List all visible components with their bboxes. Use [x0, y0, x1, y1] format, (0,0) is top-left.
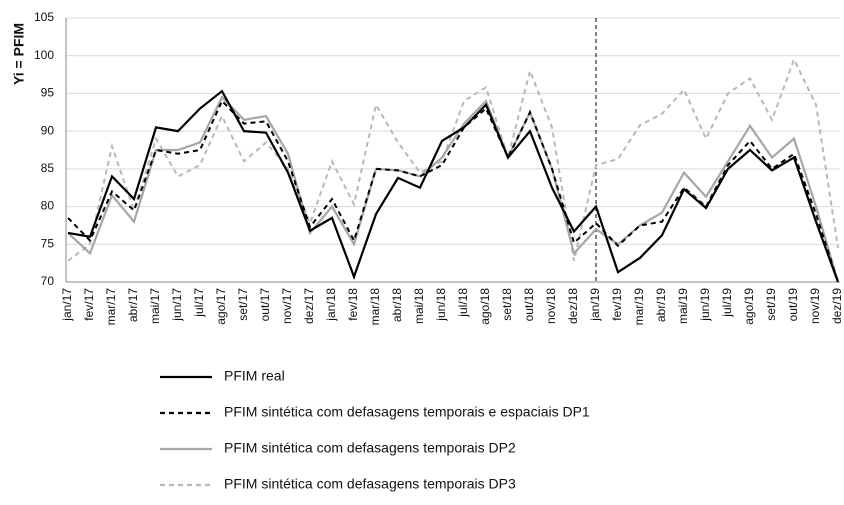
x-tick-label: out/17: [258, 288, 272, 322]
x-tick-label: fev/19: [610, 288, 624, 321]
x-tick-label: mar/18: [368, 288, 382, 326]
x-tick-label: nov/18: [544, 288, 558, 324]
legend-label: PFIM sintética com defasagens temporais …: [224, 476, 516, 492]
x-tick-label: jul/19: [720, 288, 734, 318]
x-tick-label: mar/17: [104, 288, 118, 326]
x-tick-label: fev/17: [82, 288, 96, 321]
x-tick-label: jan/18: [324, 288, 338, 322]
x-tick-label: jan/19: [588, 288, 602, 322]
x-tick-label: abr/18: [390, 288, 404, 322]
x-tick-label: jun/17: [170, 288, 184, 322]
x-tick-label: jul/18: [456, 288, 470, 318]
y-tick-label: 80: [41, 199, 55, 213]
x-tick-label: jun/18: [434, 288, 448, 322]
y-tick-label: 100: [34, 48, 54, 62]
y-axis-label: Yi = PFIM: [11, 23, 27, 85]
x-tick-label: dez/17: [302, 288, 316, 324]
x-tick-label: abr/17: [126, 288, 140, 322]
legend-label: PFIM sintética com defasagens temporais …: [224, 440, 516, 456]
x-tick-label: mai/19: [676, 288, 690, 324]
x-tick-label: jul/17: [192, 288, 206, 318]
x-tick-label: abr/19: [654, 288, 668, 322]
x-tick-label: out/18: [522, 288, 536, 322]
x-tick-label: ago/18: [478, 288, 492, 325]
x-tick-label: jan/17: [60, 288, 74, 322]
y-tick-label: 70: [41, 274, 55, 288]
x-tick-label: mai/17: [148, 288, 162, 324]
y-tick-label: 95: [41, 86, 55, 100]
x-tick-label: ago/17: [214, 288, 228, 325]
x-tick-label: nov/19: [808, 288, 822, 324]
x-tick-label: mai/18: [412, 288, 426, 324]
x-tick-label: set/17: [236, 288, 250, 321]
x-tick-label: out/19: [786, 288, 800, 322]
y-tick-label: 75: [41, 236, 55, 250]
x-tick-label: set/18: [500, 288, 514, 321]
series-line: [67, 89, 840, 283]
y-tick-label: 85: [41, 161, 55, 175]
x-tick-label: mar/19: [632, 288, 646, 326]
x-tick-label: dez/19: [830, 288, 844, 324]
x-tick-label: ago/19: [742, 288, 756, 325]
x-tick-label: nov/17: [280, 288, 294, 324]
series-line: [67, 95, 840, 283]
x-tick-label: set/19: [764, 288, 778, 321]
x-tick-label: fev/18: [346, 288, 360, 321]
y-tick-label: 90: [41, 123, 55, 137]
x-tick-label: dez/18: [566, 288, 580, 324]
series-line: [67, 99, 839, 283]
x-tick-label: jun/19: [698, 288, 712, 322]
legend-label: PFIM sintética com defasagens temporais …: [224, 404, 590, 420]
legend-label: PFIM real: [224, 368, 285, 384]
series-line: [67, 56, 839, 262]
y-tick-label: 105: [34, 10, 54, 24]
